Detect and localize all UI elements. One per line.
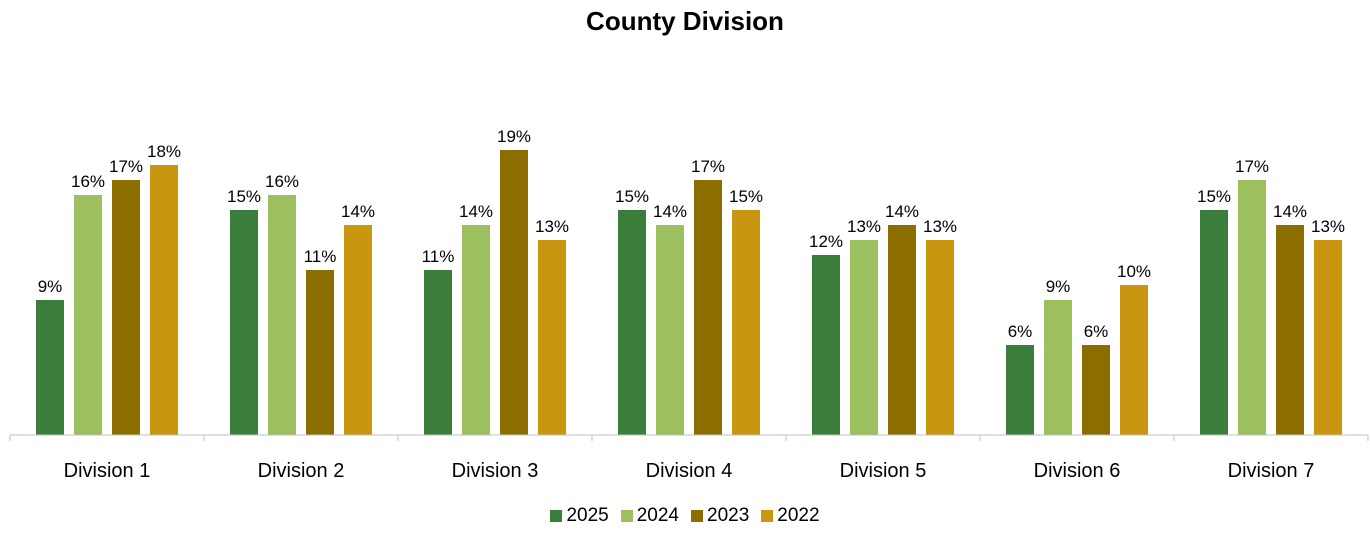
bar-2022-division-3 <box>538 240 566 435</box>
legend-label: 2025 <box>566 505 609 526</box>
legend-swatch <box>761 510 774 522</box>
category-label: Division 1 <box>64 460 151 482</box>
legend-swatch <box>550 510 563 522</box>
category-label: Division 7 <box>1228 460 1315 482</box>
bar-2024-division-4 <box>656 225 684 435</box>
legend-item: 2025 <box>550 505 609 527</box>
bar-2023-division-7 <box>1276 225 1304 435</box>
bar-2023-division-6 <box>1082 345 1110 435</box>
category-label: Division 2 <box>258 460 345 482</box>
legend-item: 2023 <box>691 505 749 527</box>
legend-label: 2022 <box>777 505 820 526</box>
bar-2024-division-1 <box>74 195 102 435</box>
data-label: 13% <box>1311 217 1345 236</box>
data-label: 14% <box>653 202 687 221</box>
legend-label: 2023 <box>707 505 750 526</box>
bar-2025-division-5 <box>812 255 840 435</box>
data-label: 14% <box>1273 202 1307 221</box>
legend-label: 2024 <box>636 505 679 526</box>
bar-2025-division-2 <box>230 210 258 435</box>
bar-2024-division-5 <box>850 240 878 435</box>
bar-2022-division-2 <box>344 225 372 435</box>
legend-swatch <box>620 510 633 522</box>
legend: 2025 2024 2023 2022 <box>0 505 1370 527</box>
bar-2024-division-3 <box>462 225 490 435</box>
bar-2025-division-3 <box>424 270 452 435</box>
bar-2022-division-7 <box>1314 240 1342 435</box>
data-label: 16% <box>71 172 105 191</box>
data-label: 10% <box>1117 262 1151 281</box>
bar-2024-division-6 <box>1044 300 1072 435</box>
category-label: Division 6 <box>1034 460 1121 482</box>
data-label: 18% <box>147 142 181 161</box>
data-label: 11% <box>422 247 455 266</box>
bar-2023-division-2 <box>306 270 334 435</box>
data-label: 14% <box>885 202 919 221</box>
data-label: 17% <box>109 157 143 176</box>
bar-2025-division-6 <box>1006 345 1034 435</box>
data-label: 19% <box>497 127 531 146</box>
bar-2024-division-7 <box>1238 180 1266 435</box>
data-label: 6% <box>1084 322 1109 341</box>
data-label: 13% <box>847 217 881 236</box>
bar-2022-division-5 <box>926 240 954 435</box>
legend-item: 2022 <box>761 505 820 527</box>
bar-2025-division-4 <box>618 210 646 435</box>
data-label: 17% <box>1235 157 1269 176</box>
data-label: 14% <box>459 202 493 221</box>
data-label: 13% <box>535 217 569 236</box>
data-label: 11% <box>304 247 337 266</box>
legend-item: 2024 <box>620 505 679 527</box>
bar-2025-division-1 <box>36 300 64 435</box>
bar-2022-division-6 <box>1120 285 1148 435</box>
data-label: 15% <box>729 187 763 206</box>
bar-2025-division-7 <box>1200 210 1228 435</box>
data-label: 13% <box>923 217 957 236</box>
bars-layer <box>36 150 1342 435</box>
bar-2023-division-1 <box>112 180 140 435</box>
category-label: Division 3 <box>452 460 539 482</box>
x-axis: Division 1 Division 2 Division 3 Division 4… <box>9 434 1369 482</box>
data-label: 16% <box>265 172 299 191</box>
bar-2023-division-4 <box>694 180 722 435</box>
chart-title: County Division <box>586 6 784 36</box>
bar-2022-division-4 <box>732 210 760 435</box>
data-label: 17% <box>691 157 725 176</box>
data-label: 9% <box>1046 277 1071 296</box>
data-label: 14% <box>341 202 375 221</box>
data-label: 15% <box>1197 187 1231 206</box>
bar-2022-division-1 <box>150 165 178 435</box>
category-label: Division 4 <box>646 460 733 482</box>
data-labels-layer: 9%16%17%18%15%16%11%14%11%14%19%13%15%14… <box>38 127 1345 341</box>
data-label: 15% <box>615 187 649 206</box>
bar-2024-division-2 <box>268 195 296 435</box>
category-label: Division 5 <box>840 460 927 482</box>
legend-swatch <box>691 510 703 522</box>
data-label: 12% <box>809 232 843 251</box>
bar-2023-division-5 <box>888 225 916 435</box>
bar-2023-division-3 <box>500 150 528 435</box>
data-label: 15% <box>227 187 261 206</box>
data-label: 6% <box>1008 322 1033 341</box>
data-label: 9% <box>38 277 63 296</box>
